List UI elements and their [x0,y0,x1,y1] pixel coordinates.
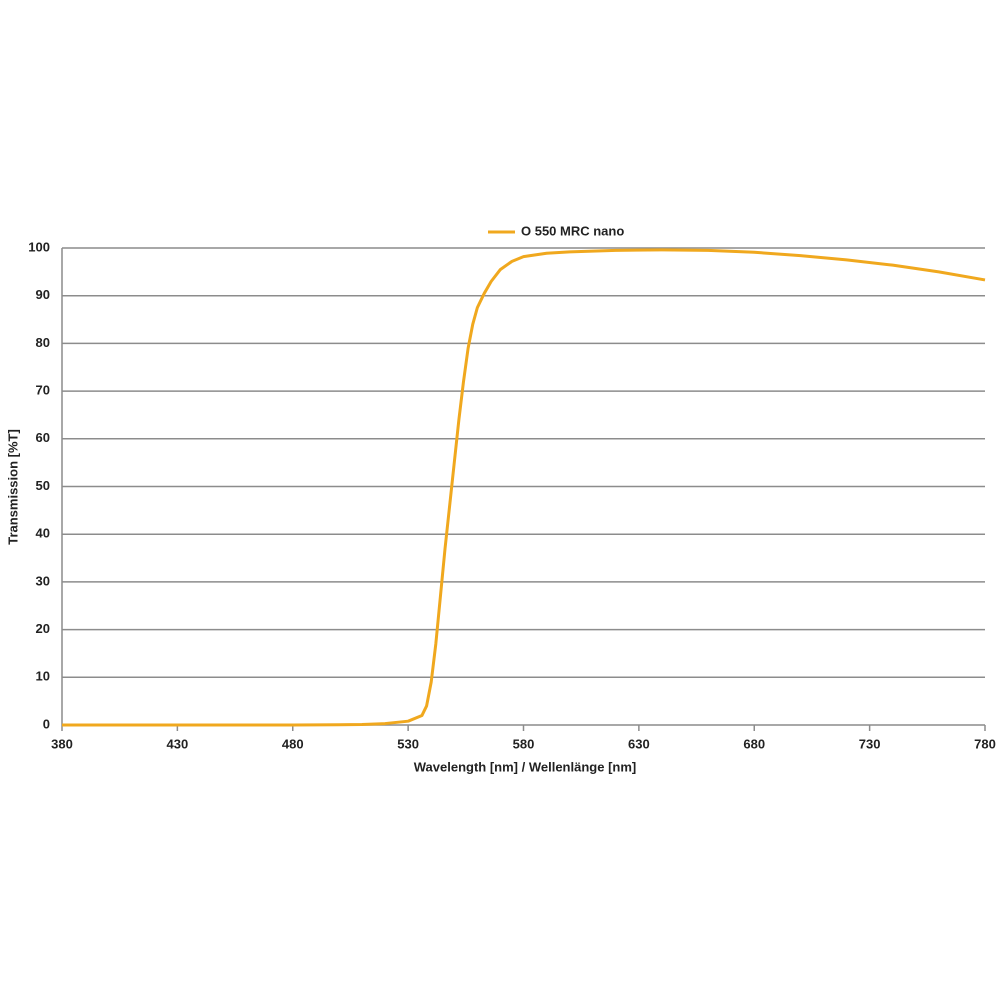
x-tick-label: 480 [282,736,304,751]
data-line [62,248,986,727]
y-tick-label: 0 [43,716,50,731]
x-tick-label: 780 [974,736,996,751]
x-tick-label: 680 [743,736,765,751]
y-tick-label: 60 [36,430,50,445]
y-tick-label: 100 [28,239,50,254]
y-tick-label: 10 [36,669,50,684]
legend-label: O 550 MRC nano [521,223,624,238]
y-tick-label: 40 [36,526,50,541]
y-tick-label: 20 [36,621,50,636]
y-axis-title: Transmission [%T] [5,429,20,545]
x-axis-title: Wavelength [nm] / Wellenlänge [nm] [414,759,636,774]
y-tick-label: 50 [36,478,50,493]
y-tick-label: 90 [36,287,50,302]
y-tick-label: 30 [36,573,50,588]
y-tick-label: 70 [36,383,50,398]
x-tick-label: 430 [167,736,189,751]
x-tick-label: 380 [51,736,73,751]
x-tick-label: 580 [513,736,535,751]
y-tick-label: 80 [36,335,50,350]
x-tick-label: 730 [859,736,881,751]
x-tick-label: 530 [397,736,419,751]
x-tick-label: 630 [628,736,650,751]
